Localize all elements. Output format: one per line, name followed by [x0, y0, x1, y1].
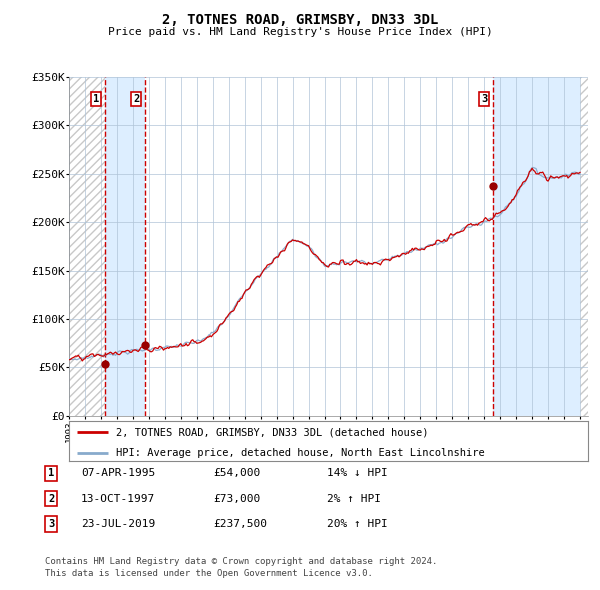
Text: Contains HM Land Registry data © Crown copyright and database right 2024.: Contains HM Land Registry data © Crown c…: [45, 558, 437, 566]
Text: 3: 3: [481, 94, 487, 104]
Text: 2, TOTNES ROAD, GRIMSBY, DN33 3DL (detached house): 2, TOTNES ROAD, GRIMSBY, DN33 3DL (detac…: [116, 428, 428, 438]
Bar: [69, 77, 105, 416]
Text: 2% ↑ HPI: 2% ↑ HPI: [327, 494, 381, 503]
Text: 2, TOTNES ROAD, GRIMSBY, DN33 3DL: 2, TOTNES ROAD, GRIMSBY, DN33 3DL: [162, 13, 438, 27]
Text: 1: 1: [93, 94, 99, 104]
Text: 07-APR-1995: 07-APR-1995: [81, 468, 155, 478]
Text: 13-OCT-1997: 13-OCT-1997: [81, 494, 155, 503]
Bar: [580, 77, 588, 416]
Text: This data is licensed under the Open Government Licence v3.0.: This data is licensed under the Open Gov…: [45, 569, 373, 578]
Text: £73,000: £73,000: [213, 494, 260, 503]
Text: 20% ↑ HPI: 20% ↑ HPI: [327, 519, 388, 529]
Text: 23-JUL-2019: 23-JUL-2019: [81, 519, 155, 529]
Text: £237,500: £237,500: [213, 519, 267, 529]
Bar: [493, 77, 588, 416]
Bar: [145, 77, 493, 416]
Text: HPI: Average price, detached house, North East Lincolnshire: HPI: Average price, detached house, Nort…: [116, 448, 484, 458]
Text: Price paid vs. HM Land Registry's House Price Index (HPI): Price paid vs. HM Land Registry's House …: [107, 27, 493, 37]
Text: 2: 2: [133, 94, 139, 104]
Text: 1: 1: [48, 468, 54, 478]
Text: 3: 3: [48, 519, 54, 529]
Bar: [105, 77, 145, 416]
Text: 14% ↓ HPI: 14% ↓ HPI: [327, 468, 388, 478]
Text: 2: 2: [48, 494, 54, 503]
Text: £54,000: £54,000: [213, 468, 260, 478]
